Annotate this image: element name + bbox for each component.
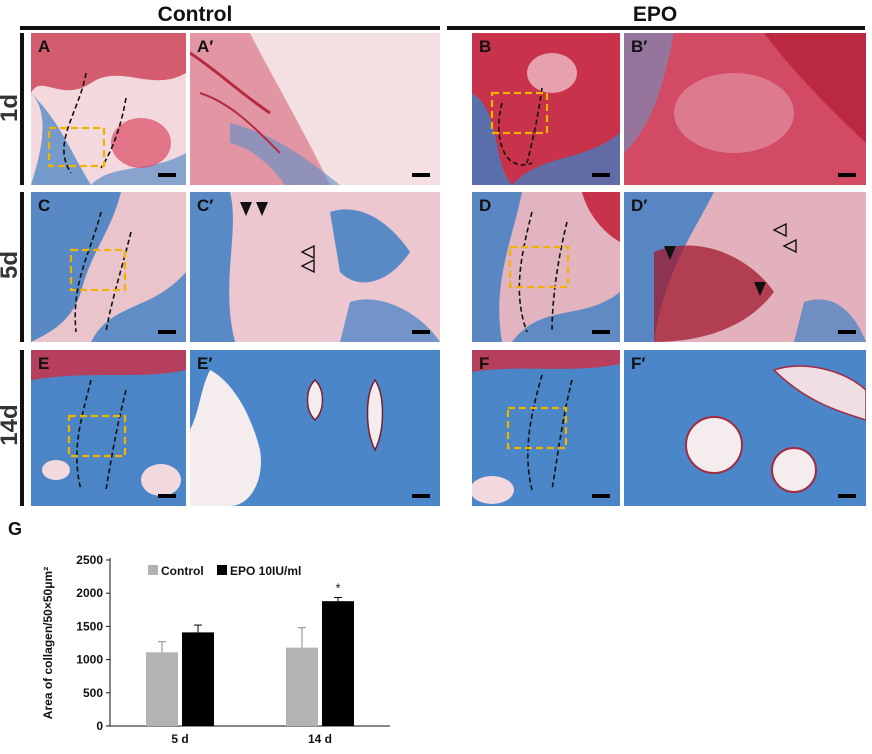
scale-bar (592, 330, 610, 334)
y-tick-label: 0 (96, 719, 103, 733)
panel-d: D (472, 192, 620, 342)
arrowhead-icon (754, 282, 766, 296)
scale-bar (592, 494, 610, 498)
x-tick-label: 14 d (308, 732, 332, 746)
micrograph-d-prime (624, 192, 866, 342)
row-bar-5d (20, 192, 24, 342)
control-group-title: Control (157, 3, 233, 26)
scale-bar (158, 494, 176, 498)
panel-letter-d: D (479, 196, 492, 215)
panel-letter-a-prime: A′ (197, 37, 214, 56)
y-tick-label: 2000 (76, 586, 103, 600)
panel-f: F (472, 350, 620, 506)
panel-letter-d-prime: D′ (631, 196, 648, 215)
scale-bar (412, 330, 430, 334)
panel-letter-a: A (38, 37, 51, 56)
panel-letter-c: C (38, 196, 51, 215)
scale-bar (592, 173, 610, 177)
panel-c-prime: C′ (190, 192, 440, 342)
scale-bar (412, 494, 430, 498)
panel-letter-b-prime: B′ (631, 37, 648, 56)
row-bar-14d (20, 350, 24, 506)
row-label-14d: 14d (0, 404, 23, 446)
panel-c: C (31, 192, 186, 342)
micrograph-d (472, 192, 620, 342)
panel-letter-f-prime: F′ (631, 354, 646, 373)
open-arrowhead-icon (300, 258, 315, 274)
bar (182, 632, 214, 726)
micrograph-a-prime (190, 33, 440, 185)
arrowhead-icon (256, 202, 268, 216)
y-tick-label: 500 (83, 686, 103, 700)
bar (322, 601, 354, 726)
row-bar-1d (20, 33, 24, 185)
panel-d-prime: D′ (624, 192, 866, 342)
panel-letter-f: F (479, 354, 490, 373)
legend-swatch (217, 565, 227, 575)
arrowhead-icon (240, 202, 252, 216)
panel-letter-b: B (479, 37, 492, 56)
x-tick-label: 5 d (171, 732, 188, 746)
scale-bar (158, 173, 176, 177)
epo-group-title: EPO (632, 3, 678, 26)
row-label-1d: 1d (0, 94, 23, 123)
arrowhead-icon (664, 246, 676, 260)
open-arrowhead-icon (772, 222, 787, 238)
panel-a: A (31, 33, 186, 185)
scale-bar (158, 330, 176, 334)
panel-f-prime: F′ (624, 350, 866, 506)
scale-bar (412, 173, 430, 177)
epo-group-bar (447, 26, 865, 30)
panel-e-prime: E′ (190, 350, 440, 506)
control-group-bar (20, 26, 440, 30)
y-tick-label: 2500 (76, 553, 103, 567)
collagen-area-chart: G 0 500 1000 1500 2000 2500 Area of collagen/50… (0, 515, 480, 749)
micrograph-b-prime (624, 33, 866, 185)
y-tick-label: 1000 (76, 653, 103, 667)
panel-e: E (31, 350, 186, 506)
micrograph-a (31, 33, 186, 185)
open-arrowhead-icon (782, 238, 797, 254)
micrograph-c (31, 192, 186, 342)
panel-b-prime: B′ (624, 33, 866, 185)
bar (146, 652, 178, 726)
legend-label: EPO 10IU/ml (230, 564, 301, 578)
chart-svg: G 0 500 1000 1500 2000 2500 Area of collagen/50… (8, 519, 390, 746)
row-label-5d: 5d (0, 251, 23, 280)
scale-bar (838, 494, 856, 498)
panel-letter-c-prime: C′ (197, 196, 214, 215)
y-tick-label: 1500 (76, 619, 103, 633)
open-arrowhead-icon (300, 244, 315, 260)
panel-letter-e: E (38, 354, 50, 373)
legend-label: Control (161, 564, 204, 578)
panel-b: B (472, 33, 620, 185)
y-axis-label: Area of collagen/50×50μm² (41, 567, 55, 719)
chart-panel-label: G (8, 519, 22, 539)
significance-mark: * (335, 581, 340, 596)
micrograph-b (472, 33, 620, 185)
panel-a-prime: A′ (190, 33, 440, 185)
micrograph-f (472, 350, 620, 506)
micrograph-c-prime (190, 192, 440, 342)
scale-bar (838, 173, 856, 177)
micrograph-e (31, 350, 186, 506)
scale-bar (838, 330, 856, 334)
micrograph-f-prime (624, 350, 866, 506)
micrograph-e-prime (190, 350, 440, 506)
panel-letter-e-prime: E′ (197, 354, 213, 373)
legend-swatch (148, 565, 158, 575)
bar (286, 647, 318, 726)
